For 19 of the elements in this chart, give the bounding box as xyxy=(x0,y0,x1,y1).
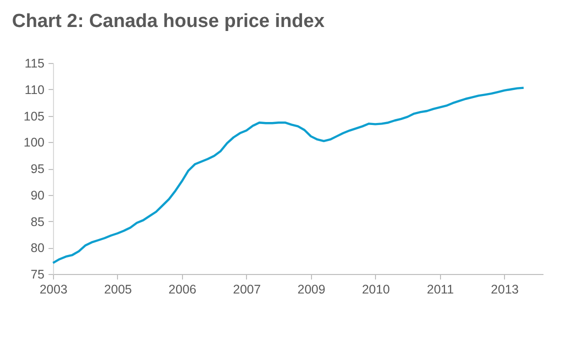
x-tick-label: 2011 xyxy=(426,282,454,296)
y-tick-label: 95 xyxy=(30,162,45,176)
x-tick-label: 2003 xyxy=(40,282,68,296)
x-tick-label: 2013 xyxy=(490,282,519,296)
y-tick-label: 110 xyxy=(24,82,45,97)
y-tick-label: 90 xyxy=(30,188,45,202)
y-tick-label: 80 xyxy=(30,241,45,256)
line-series xyxy=(52,86,525,264)
y-tick-label: 75 xyxy=(30,268,45,282)
y-tick-label: 115 xyxy=(24,56,45,70)
y-tick-label: 85 xyxy=(30,214,45,229)
x-tick-label: 2009 xyxy=(297,282,326,296)
y-tick-label: 100 xyxy=(24,136,45,150)
x-tick-label: 2006 xyxy=(168,282,196,296)
y-tick-label: 105 xyxy=(24,109,45,124)
x-tick-label: 2005 xyxy=(104,282,132,296)
x-tick-label: 2007 xyxy=(233,282,261,296)
x-tick-label: 2010 xyxy=(362,282,390,296)
chart-title: Chart 2: Canada house price index xyxy=(12,11,325,32)
